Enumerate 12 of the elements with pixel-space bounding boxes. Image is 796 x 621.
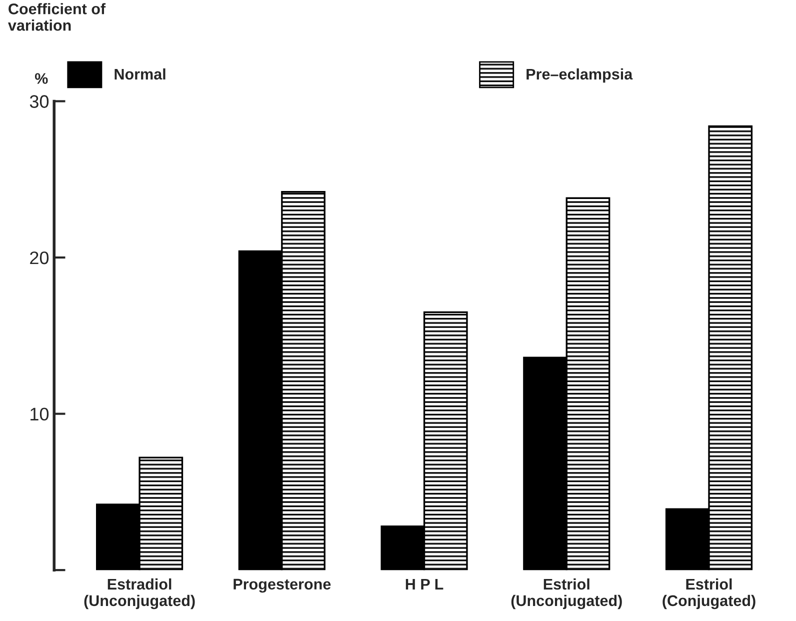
legend-label: Pre–eclampsia	[526, 68, 633, 83]
y-tick-label: 30	[30, 95, 49, 108]
x-tick-label: Estriol (Conjugated)	[662, 578, 756, 610]
y-tick-label: 20	[30, 251, 49, 264]
x-tick-label: Estriol (Unconjugated)	[511, 578, 622, 610]
x-tick-label: Progesterone	[234, 578, 331, 593]
text: %	[34, 73, 48, 84]
legend-label: Normal	[114, 68, 166, 80]
y-axis-title: Coefficient of variation	[8, 3, 106, 31]
x-tick-label: H P L	[406, 578, 444, 590]
x-tick-label: Estradiol (Unconjugated)	[84, 578, 195, 610]
y-tick-label: 10	[30, 408, 49, 421]
